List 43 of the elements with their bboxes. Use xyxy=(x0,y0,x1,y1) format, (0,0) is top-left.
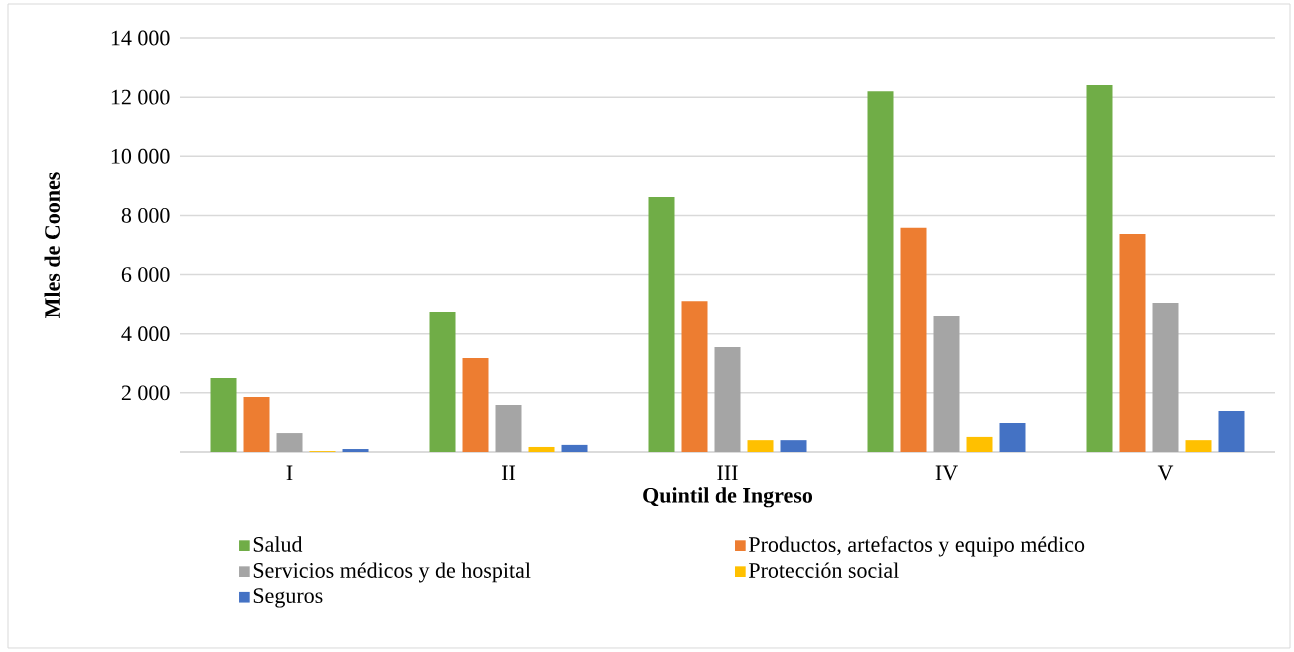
bar xyxy=(1218,410,1245,452)
bar xyxy=(276,433,303,452)
bar xyxy=(900,227,927,452)
y-tick-label: 12 000 xyxy=(111,89,170,105)
bar xyxy=(1086,85,1113,452)
bar xyxy=(714,347,741,452)
bar xyxy=(210,378,237,452)
y-tick-label: 8 000 xyxy=(121,207,170,223)
x-tick-label: II xyxy=(501,465,516,480)
bar xyxy=(1185,440,1212,452)
x-tick-label: V xyxy=(1157,465,1174,481)
bar xyxy=(867,91,894,452)
bar xyxy=(681,301,708,452)
x-axis-title: Quintil de Ingreso xyxy=(643,487,813,508)
bar xyxy=(1152,302,1179,452)
y-axis-title: Mles de Coones xyxy=(44,172,60,318)
x-tick-label: IV xyxy=(935,465,958,481)
y-tick-label: 6 000 xyxy=(121,267,170,282)
bar xyxy=(1119,234,1146,452)
x-tick-label: III xyxy=(717,465,738,480)
x-tick-label: I xyxy=(286,465,293,480)
legend-label: Servicios médicos y de hospital xyxy=(253,562,531,583)
legend-label: Salud xyxy=(253,536,303,552)
bar xyxy=(780,440,807,452)
y-tick-label: 14 000 xyxy=(111,30,170,46)
legend-label: Productos, artefactos y equipo médico xyxy=(748,536,1085,557)
legend-label: Protección social xyxy=(748,562,899,578)
bar xyxy=(561,444,588,452)
legend-label: Seguros xyxy=(253,588,323,608)
bar xyxy=(429,312,456,452)
bar xyxy=(243,396,270,452)
bar xyxy=(462,357,489,452)
bar xyxy=(528,446,555,452)
bar xyxy=(933,315,960,452)
bar xyxy=(966,436,993,452)
bar xyxy=(342,449,369,452)
bar xyxy=(648,197,675,452)
y-tick-label: 4 000 xyxy=(121,326,170,342)
bar xyxy=(747,440,774,452)
y-tick-label: 10 000 xyxy=(111,148,170,164)
y-tick-label: 2 000 xyxy=(121,385,170,401)
bar xyxy=(495,404,522,452)
bar xyxy=(999,423,1026,452)
